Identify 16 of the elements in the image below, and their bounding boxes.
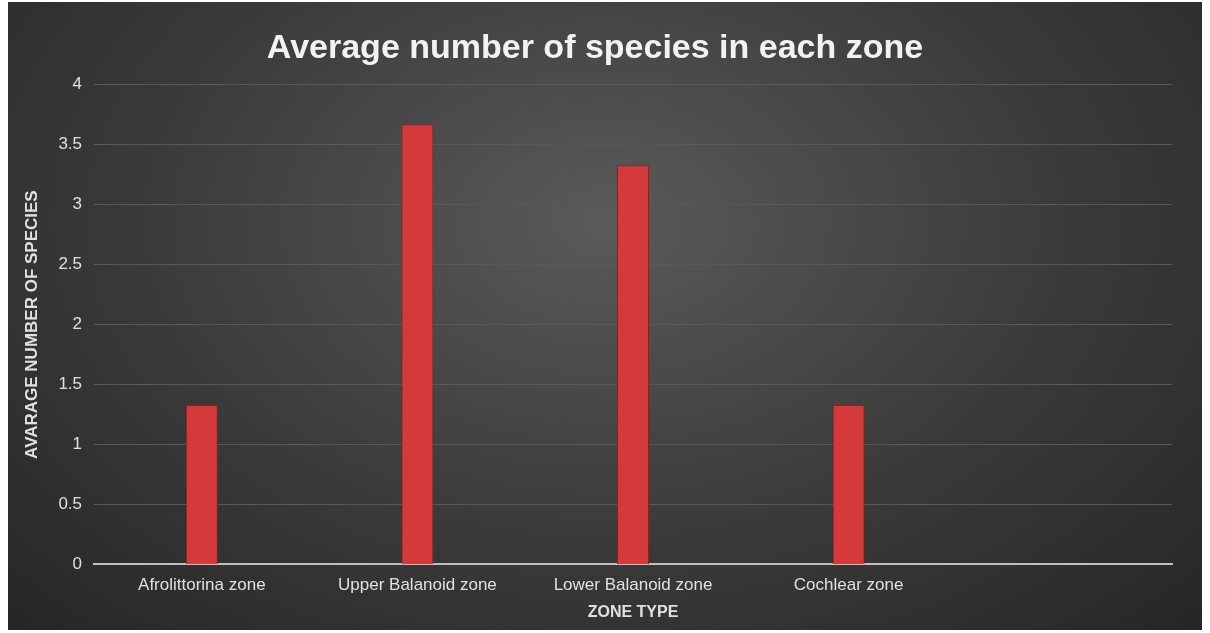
y-tick-label: 1.5 <box>58 374 83 394</box>
y-tick-label: 2 <box>72 314 83 334</box>
y-tick-label: 1 <box>72 434 83 454</box>
y-axis-title: AVARAGE NUMBER OF SPECIES <box>21 190 41 459</box>
x-axis-title: ZONE TYPE <box>587 602 679 620</box>
chart-title: Average number of species in each zone <box>266 26 924 65</box>
y-tick-label: 3.5 <box>58 134 83 154</box>
x-tick-label: Lower Balanoid zone <box>553 575 713 595</box>
y-tick-label: 2.5 <box>58 254 83 274</box>
x-tick-label: Afrolittorina zone <box>138 575 266 595</box>
y-tick-label: 0.5 <box>58 494 83 514</box>
y-tick-label: 3 <box>72 194 83 214</box>
x-tick-label: Cochlear zone <box>793 575 904 595</box>
x-tick-label: Upper Balanoid zone <box>338 575 497 595</box>
y-tick-label: 4 <box>72 74 83 94</box>
y-tick-label: 0 <box>72 554 83 574</box>
